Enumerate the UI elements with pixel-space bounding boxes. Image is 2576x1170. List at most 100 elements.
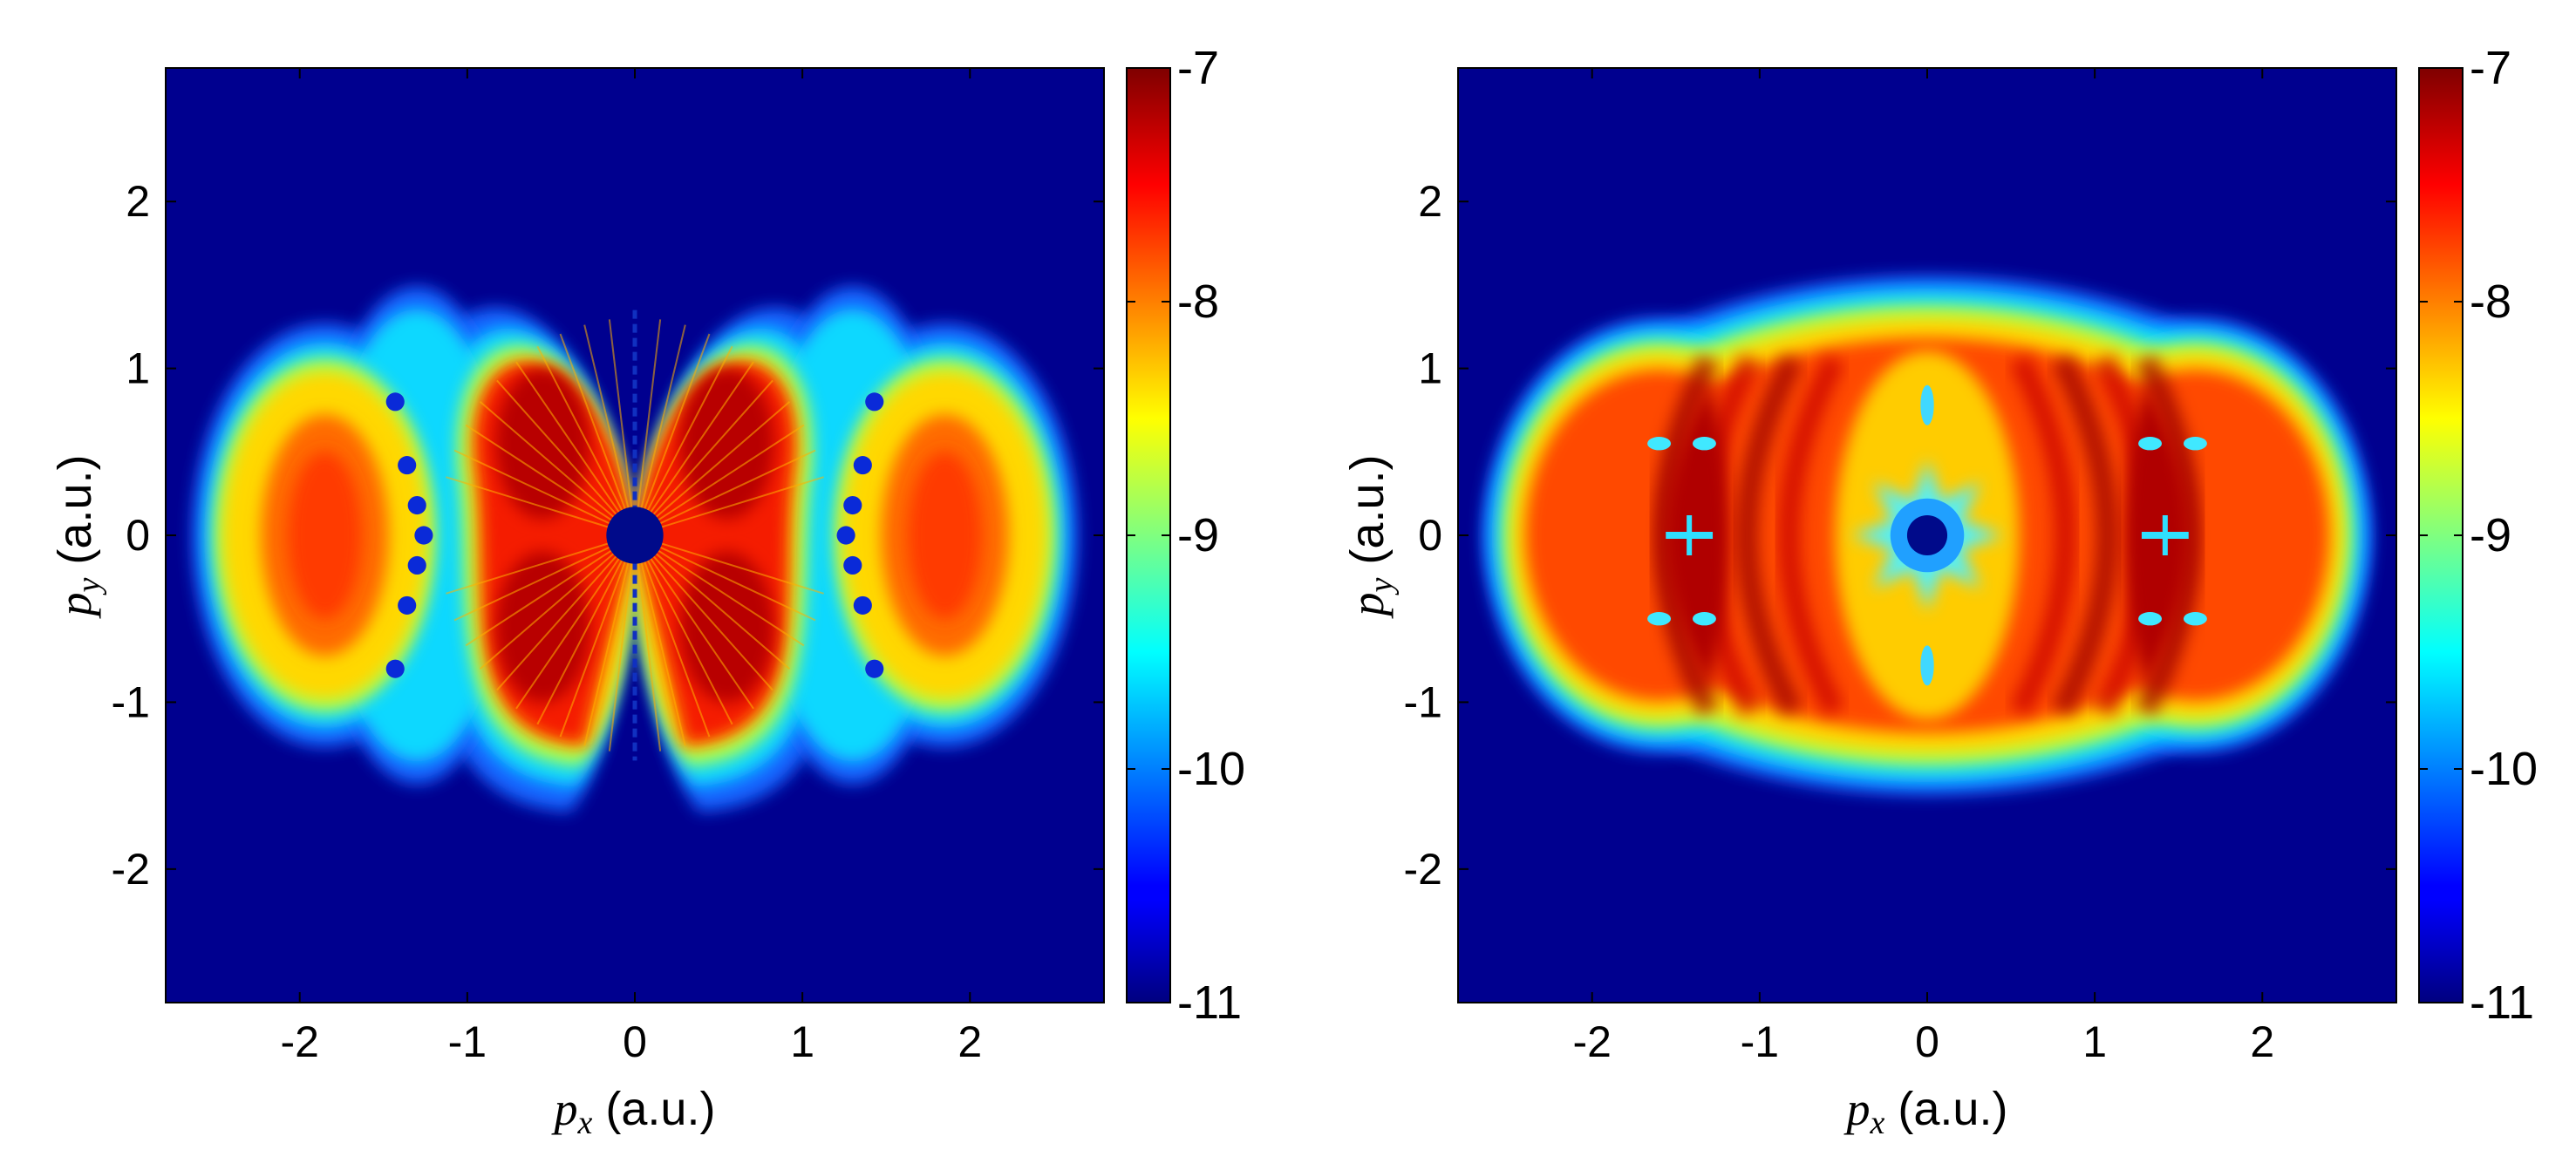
right-small-minimum — [1693, 612, 1716, 626]
left-radial-fringe — [634, 424, 805, 536]
left-radial-fringe — [583, 534, 636, 746]
right-y-tick-label: 2 — [1418, 177, 1442, 226]
right-x-tick-label: -1 — [1741, 1017, 1779, 1066]
right-colorbar-tick-label: -8 — [2470, 275, 2511, 328]
left-minimum-dot — [398, 456, 417, 475]
right-x-tick-label: 0 — [1915, 1017, 1939, 1066]
left-colorbar-tick-label: -9 — [1177, 509, 1219, 561]
left-colorbar-tick-label: -7 — [1177, 42, 1219, 94]
right-heatmap-panel: -2 -1 0 1 2 210-1-2 px (a.u.) py (a.u.) -7-8… — [1341, 42, 2538, 1141]
left-radial-fringe — [496, 534, 636, 691]
left-radial-fringe — [559, 333, 636, 536]
left-y-tick-label: -2 — [112, 845, 150, 894]
left-radial-fringe — [634, 345, 733, 536]
left-heatmap-panel: -2 -1 0 1 2 210-1-2 px (a.u.) py (a.u.) -7-8… — [49, 42, 1245, 1141]
left-minimum-dot — [385, 659, 405, 678]
right-small-minimum — [1693, 437, 1716, 451]
right-colorbar-tick-label: -10 — [2470, 743, 2538, 795]
left-radial-fringe — [634, 476, 824, 536]
left-radial-fringe — [453, 534, 636, 622]
right-interference-arc — [2009, 354, 2076, 717]
left-y-tick-label: -1 — [112, 677, 150, 726]
right-small-minimum — [1647, 612, 1672, 626]
left-central-hole — [606, 507, 664, 564]
right-x-ticks: -2 -1 0 1 2 — [1572, 68, 2274, 1066]
right-small-minimum — [2183, 612, 2207, 626]
left-radial-fringe — [583, 324, 636, 536]
right-interference-arc — [1778, 354, 1845, 717]
right-colorbar-ticks: -7 -8 -9 -10 -11 — [2419, 42, 2538, 1029]
right-small-minimum — [2138, 437, 2162, 451]
left-radial-fringe — [446, 476, 636, 536]
left-radial-fringe — [634, 534, 711, 738]
right-central-hole — [1906, 514, 1948, 556]
right-y-tick-label: -1 — [1404, 677, 1442, 726]
right-small-minimum — [2183, 437, 2207, 451]
left-minimum-dot — [843, 555, 862, 575]
left-x-tick-label: 1 — [790, 1017, 814, 1066]
right-x-tick-label: 2 — [2250, 1017, 2274, 1066]
left-colorbar: -7 -8 -9 -10 -11 — [1126, 42, 1245, 1029]
right-y-axis-label: py (a.u.) — [1341, 455, 1400, 620]
right-y-tick-label: 0 — [1418, 511, 1442, 560]
left-minimum-dot — [407, 495, 426, 515]
left-radial-fringe — [496, 379, 636, 536]
left-x-ticks: -2 -1 0 1 2 — [280, 68, 982, 1066]
left-radial-fringe — [634, 534, 662, 752]
left-minimum-dot — [843, 495, 862, 515]
left-radial-fringe — [634, 379, 773, 536]
right-colorbar-tick-label: -9 — [2470, 509, 2511, 561]
right-y-tick-label: 1 — [1418, 344, 1442, 393]
left-radial-fringe — [453, 449, 636, 536]
left-minimum-dot — [407, 555, 426, 575]
right-small-minimum — [1647, 437, 1672, 451]
left-y-tick-label: 1 — [126, 344, 150, 393]
left-radial-fringe — [634, 319, 662, 536]
left-colorbar-ticks: -7 -8 -9 -10 -11 — [1127, 42, 1245, 1029]
left-radial-fringe — [634, 534, 773, 691]
right-small-minimum — [2138, 612, 2162, 626]
right-interference-arc — [2051, 354, 2118, 717]
left-radial-fringe — [479, 534, 636, 670]
left-radial-fringe — [634, 324, 686, 536]
left-colorbar-tick-label: -10 — [1177, 743, 1245, 795]
left-radial-fringe — [536, 345, 636, 536]
left-minimum-dot — [853, 456, 872, 475]
left-y-tick-label: 2 — [126, 177, 150, 226]
left-radial-fringe — [515, 534, 636, 710]
left-radial-fringe — [634, 534, 805, 647]
left-radial-fringe — [634, 534, 686, 746]
left-radial-fringe — [446, 534, 636, 595]
left-radial-fringe — [634, 534, 824, 595]
left-minimum-dot — [414, 526, 433, 545]
right-x-tick-label: 1 — [2082, 1017, 2107, 1066]
left-radial-fringe — [634, 534, 791, 670]
left-radial-fringe — [515, 361, 636, 536]
left-radial-fringe — [479, 400, 636, 536]
left-x-tick-label: 2 — [957, 1017, 982, 1066]
right-x-axis-label: px (a.u.) — [1843, 1083, 2008, 1141]
left-x-tick-label: 0 — [623, 1017, 647, 1066]
right-y-tick-label: -2 — [1404, 845, 1442, 894]
left-radial-fringe — [536, 534, 636, 725]
left-radial-fringe — [634, 534, 754, 710]
left-colorbar-tick-label: -11 — [1177, 976, 1242, 1029]
left-radial-fringe — [608, 319, 636, 536]
left-colorbar-tick-label: -8 — [1177, 275, 1219, 328]
right-axis-minimum — [1920, 384, 1934, 425]
left-radial-fringe — [634, 534, 733, 725]
left-minimum-dot — [385, 392, 405, 412]
right-colorbar-tick-label: -7 — [2470, 42, 2511, 94]
left-outer-core-inner-east — [908, 451, 982, 620]
left-x-tick-label: -1 — [448, 1017, 487, 1066]
left-radial-fringe — [608, 534, 636, 752]
left-radial-fringe — [465, 534, 636, 647]
left-outer-core-inner-west — [288, 451, 362, 620]
left-minimum-dot — [836, 526, 855, 545]
left-y-ticks: 2 1 0 -1 -2 — [112, 177, 1104, 894]
left-radial-fringe — [634, 361, 754, 536]
left-radial-fringe — [634, 400, 791, 536]
left-x-tick-label: -2 — [280, 1017, 318, 1066]
right-heatmap — [1457, 67, 2397, 1003]
